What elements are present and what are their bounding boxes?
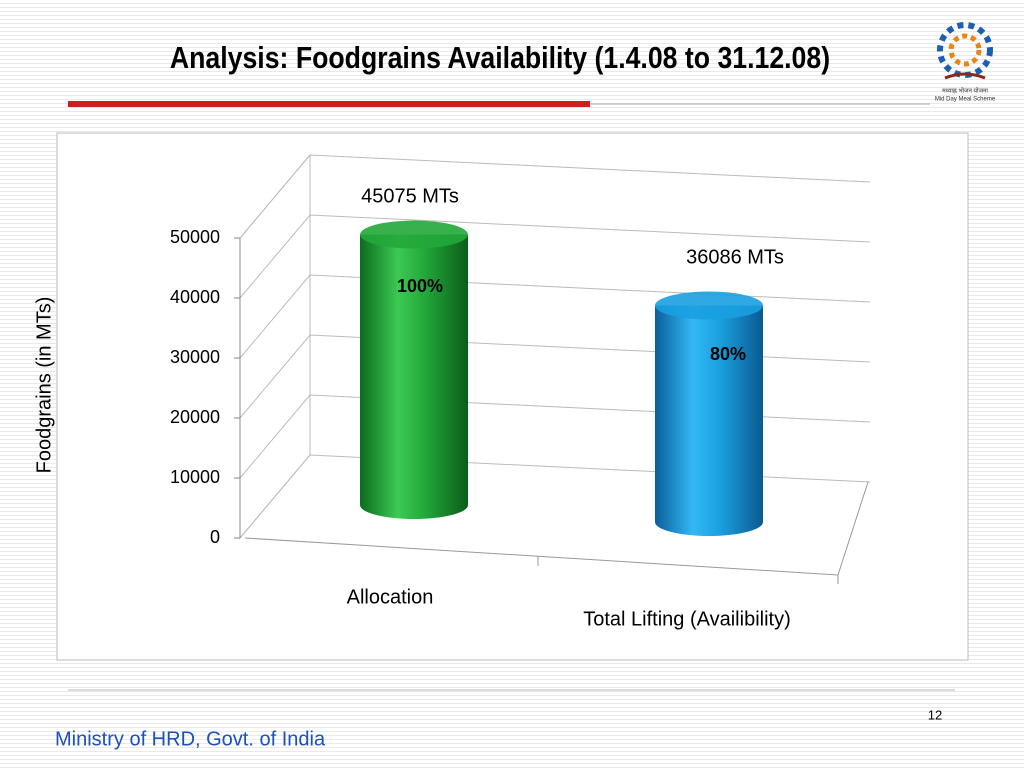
grid-line (239, 214, 871, 299)
y-axis-label: Foodgrains (in MTs) (33, 297, 55, 474)
y-tick-label: 0 (210, 527, 220, 547)
x-tick-label: Allocation (347, 586, 434, 608)
cylinder-body (360, 234, 468, 520)
chart-frame (56, 132, 969, 661)
cylinder (360, 220, 468, 520)
grid-line (239, 274, 871, 359)
y-tick-label: 30000 (170, 347, 220, 367)
cylinder-top (360, 220, 468, 249)
percent-label: 100% (397, 276, 443, 296)
slide-title: Analysis: Foodgrains Availability (1.4.0… (170, 41, 830, 75)
x-tick-label: Total Lifting (Availibility) (583, 608, 791, 630)
y-tick-label: 20000 (170, 407, 220, 427)
y-tick-label: 40000 (170, 287, 220, 307)
cylinder (655, 291, 763, 536)
logo: मध्याह्न भोजन योजना Mid Day Meal Scheme (935, 22, 996, 103)
footer-text: Ministry of HRD, Govt. of India (55, 728, 326, 750)
page-number: 12 (928, 707, 942, 722)
logo-hindi: मध्याह्न भोजन योजना (942, 87, 988, 95)
grid-line (239, 154, 871, 239)
percent-label: 80% (710, 344, 746, 364)
value-label: 36086 MTs (686, 246, 784, 268)
y-tick-label: 10000 (170, 467, 220, 487)
value-label: 45075 MTs (361, 185, 459, 207)
y-tick-label: 50000 (170, 227, 220, 247)
logo-caption: Mid Day Meal Scheme (935, 97, 996, 103)
cylinder-body (655, 305, 763, 536)
cylinder-top (655, 291, 763, 320)
